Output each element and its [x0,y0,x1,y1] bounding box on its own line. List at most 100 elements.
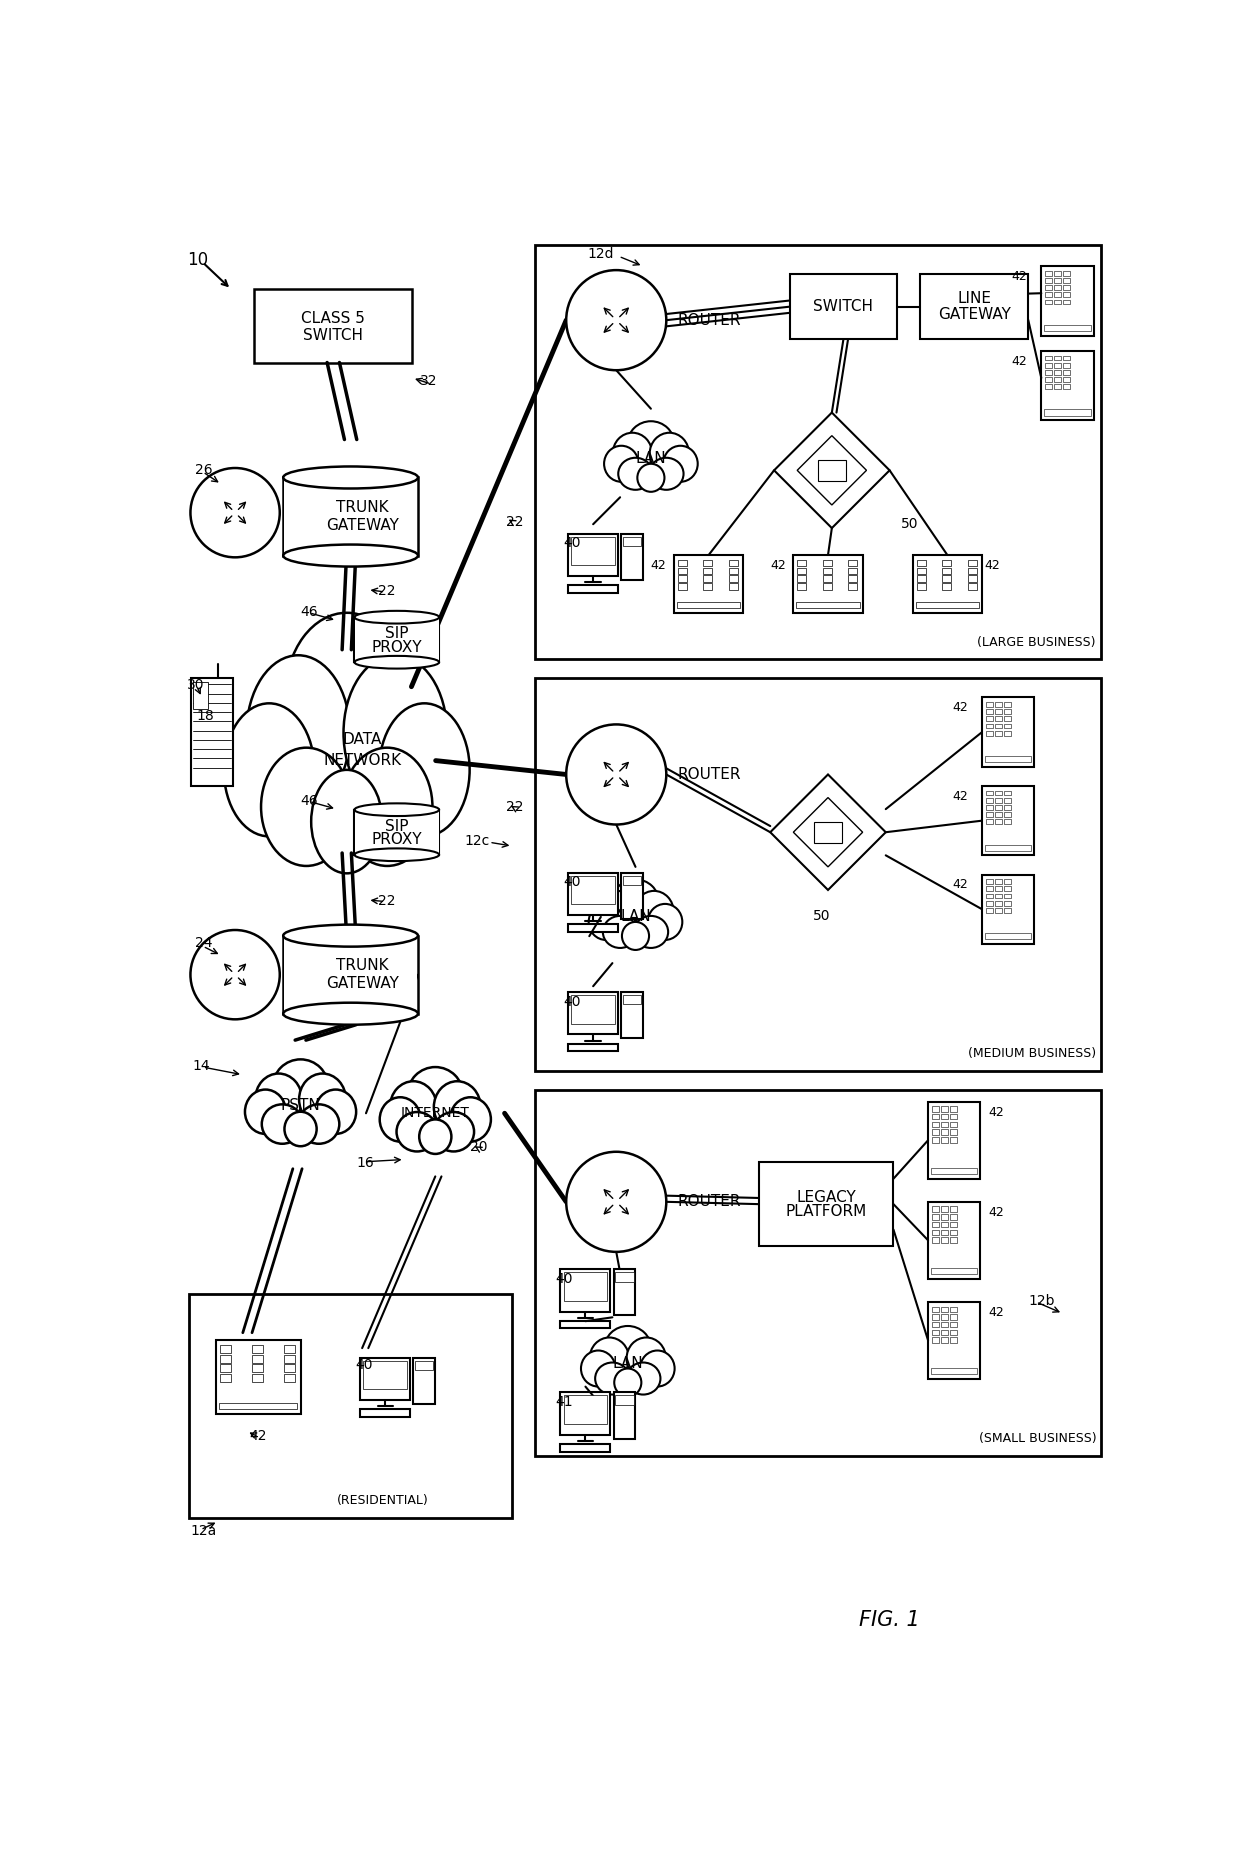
Ellipse shape [284,1112,316,1146]
Bar [568,586,619,593]
Bar [982,786,1034,855]
Bar [920,274,1028,340]
Text: 42: 42 [651,560,666,571]
Text: (MEDIUM BUSINESS): (MEDIUM BUSINESS) [968,1047,1096,1060]
Bar [967,567,977,575]
Bar [797,567,806,575]
Bar [985,845,1032,851]
Bar [759,1163,894,1246]
Text: 42: 42 [249,1429,267,1442]
Ellipse shape [663,446,698,481]
Bar [729,584,738,590]
Ellipse shape [343,655,446,810]
Text: 20: 20 [470,1140,487,1155]
Ellipse shape [283,545,418,567]
Ellipse shape [285,612,408,780]
Ellipse shape [355,804,439,815]
Bar [1045,369,1052,375]
Bar [985,933,1032,939]
Text: 12a: 12a [191,1525,217,1538]
Bar [994,909,1002,912]
Bar [941,1215,947,1220]
Bar [994,791,1002,795]
Bar [1042,351,1094,420]
Ellipse shape [647,903,682,940]
Ellipse shape [315,1090,356,1135]
Ellipse shape [582,1351,615,1386]
Text: 24: 24 [195,937,212,950]
Ellipse shape [613,433,652,474]
Polygon shape [797,435,867,506]
Bar [536,246,1101,659]
Text: LAN: LAN [620,909,651,924]
Bar [413,1358,435,1403]
Bar [361,1358,410,1400]
Text: 42: 42 [770,560,786,571]
Bar [1004,799,1011,802]
Bar [994,901,1002,905]
Circle shape [191,468,280,558]
Text: 32: 32 [420,373,438,388]
Bar [986,791,993,795]
Text: 14: 14 [192,1060,211,1073]
Bar [822,584,832,590]
Bar [941,1230,947,1235]
Bar [1054,271,1061,276]
Bar [622,875,641,884]
Bar [994,819,1002,825]
Bar [994,702,1002,707]
Bar [986,731,993,735]
Bar [994,894,1002,898]
Bar [1004,819,1011,825]
Bar [1004,717,1011,722]
Bar [932,1129,939,1135]
Ellipse shape [397,1112,438,1151]
Text: 42: 42 [1012,271,1028,284]
Bar [560,1321,610,1329]
Bar [986,909,993,912]
Text: PSTN: PSTN [280,1097,320,1114]
Bar [703,575,713,582]
Circle shape [567,271,666,369]
Text: 12c: 12c [465,834,490,847]
Bar [283,478,418,556]
Ellipse shape [255,1073,303,1125]
Text: LAN: LAN [613,1357,644,1372]
Bar [986,804,993,810]
Bar [994,717,1002,722]
Bar [941,1207,947,1211]
Bar [1064,356,1070,360]
Bar [219,1403,298,1409]
Bar [729,567,738,575]
Ellipse shape [299,1105,340,1144]
Bar [916,567,925,575]
Text: 26: 26 [195,463,213,476]
Ellipse shape [379,703,470,836]
Bar [1045,362,1052,368]
Text: 40: 40 [563,875,580,890]
Bar [1004,812,1011,817]
Bar [1004,731,1011,735]
Ellipse shape [355,849,439,860]
Bar [1045,300,1052,304]
Bar [1054,369,1061,375]
Bar [678,560,687,565]
Bar [621,534,642,580]
Bar [252,1355,263,1362]
Text: 42: 42 [988,1105,1004,1118]
Bar [994,812,1002,817]
Text: 42: 42 [952,789,968,802]
Bar [942,584,951,590]
Bar [822,567,832,575]
Ellipse shape [598,890,636,933]
Text: 46: 46 [300,793,319,808]
Ellipse shape [408,1067,463,1123]
Ellipse shape [283,926,418,946]
Ellipse shape [342,748,433,866]
Bar [361,1409,410,1416]
Text: CLASS 5: CLASS 5 [301,312,366,327]
Ellipse shape [634,916,668,948]
Bar [560,1392,610,1435]
Text: 46: 46 [300,605,319,620]
Bar [572,995,615,1024]
